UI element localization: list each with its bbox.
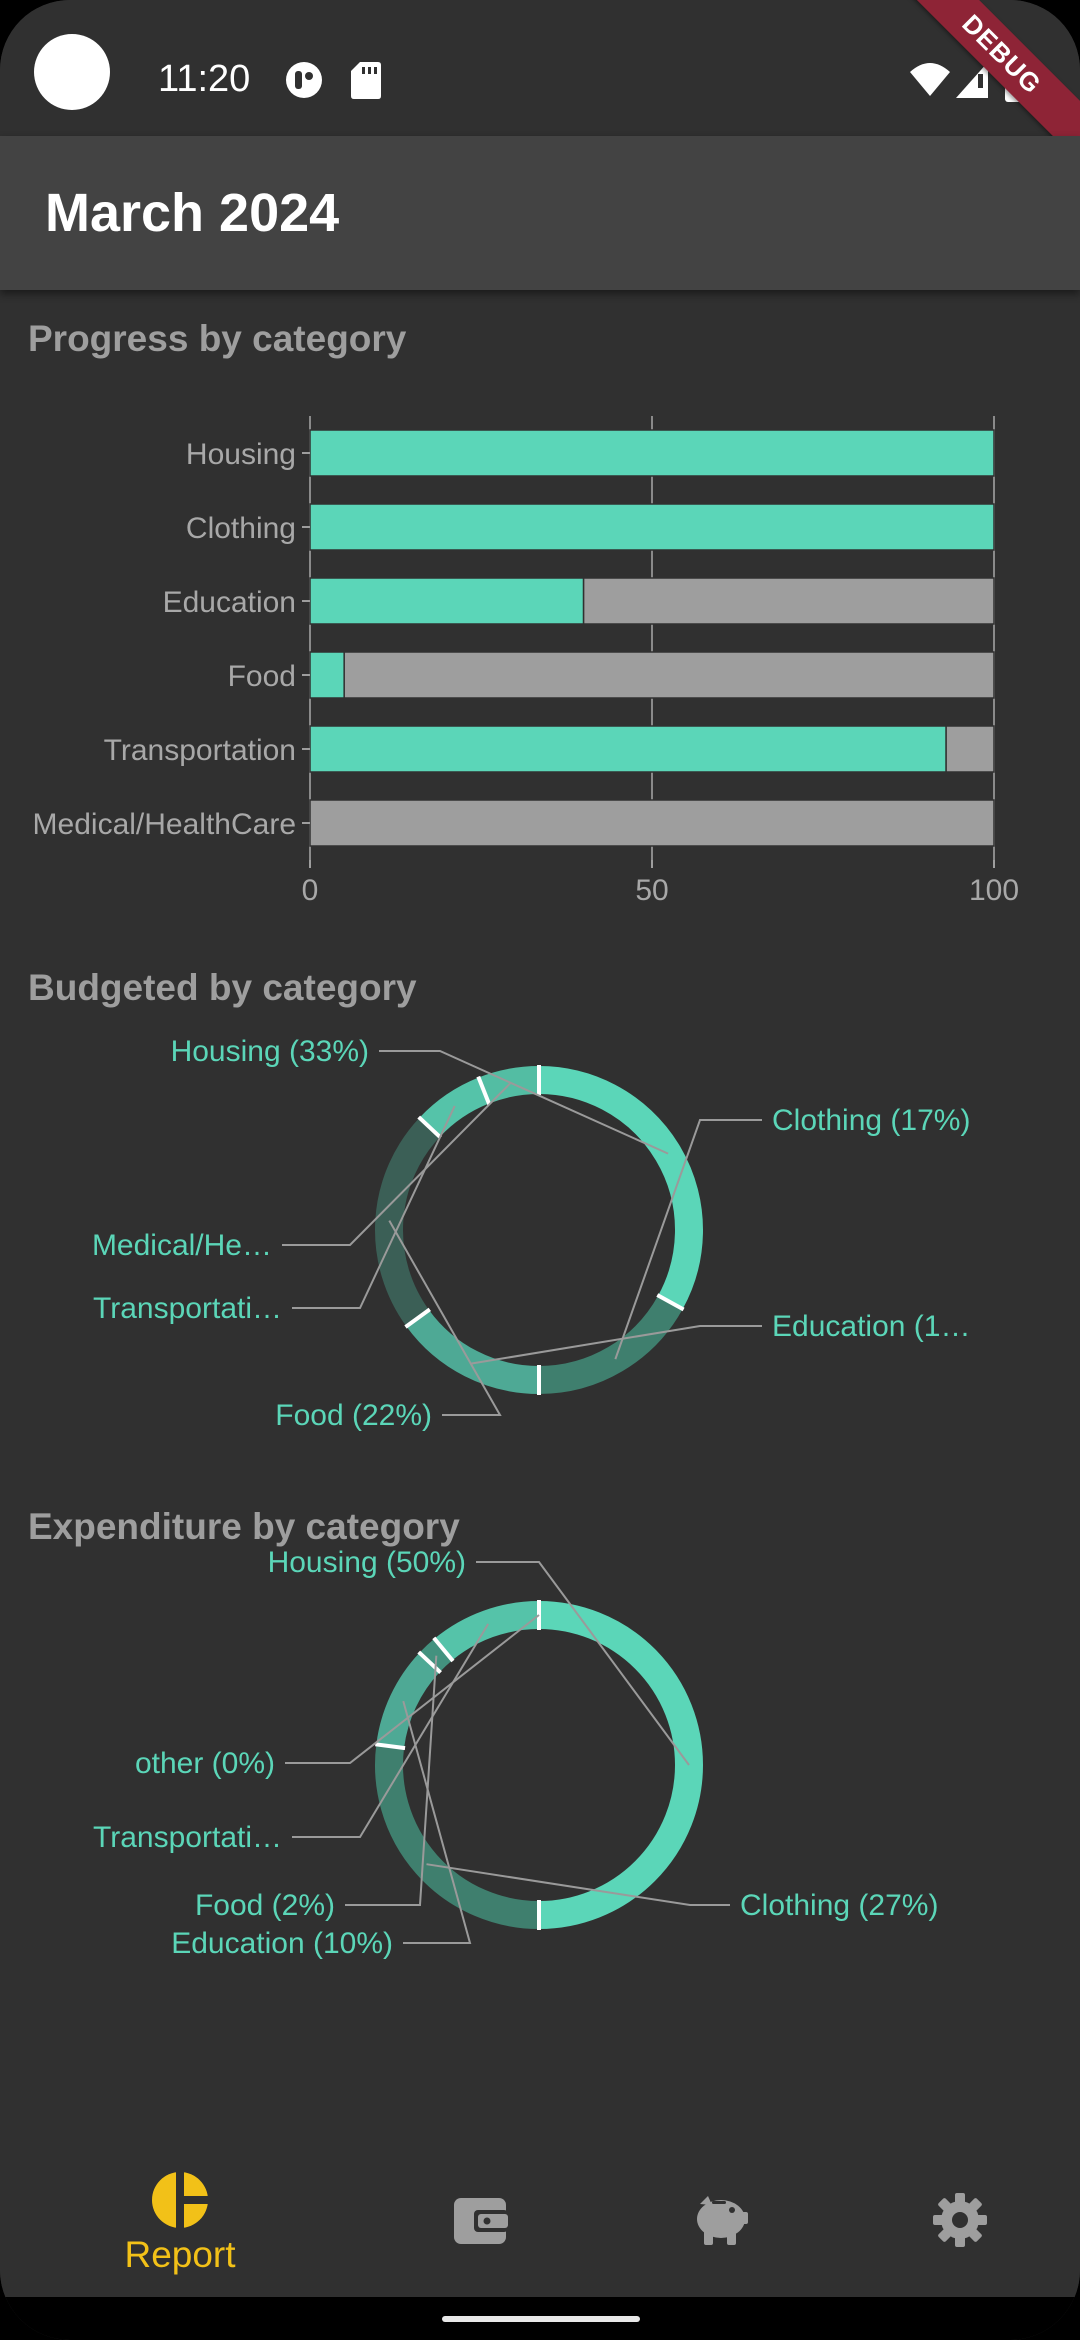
- progress-bar-chart: Housing Clothing Education Food Transportati…: [33, 416, 1019, 907]
- budget-section-title: Budgeted by category: [28, 967, 417, 1008]
- slice-label: Transportati…: [93, 1821, 282, 1854]
- leader-line: [470, 1325, 762, 1365]
- category-label: Housing: [186, 438, 296, 471]
- leader-line: [292, 1105, 456, 1309]
- expenditure-section-title: Expenditure by category: [28, 1506, 460, 1547]
- donut-slice: [419, 1077, 490, 1138]
- progress-bar-spent: [309, 577, 585, 625]
- front-camera: [34, 34, 110, 110]
- progress-bar-remaining: [945, 725, 995, 773]
- donut-slice: [375, 1117, 441, 1327]
- bottom-navigation: Report: [0, 2142, 1080, 2297]
- slice-label: Food (22%): [275, 1399, 432, 1432]
- cellular-signal-icon: [956, 62, 988, 98]
- slice-label: Clothing (27%): [740, 1889, 938, 1922]
- slice-label: Clothing (17%): [772, 1104, 970, 1137]
- x-tick-label: 0: [302, 874, 319, 907]
- category-label: Medical/HealthCare: [33, 808, 296, 841]
- progress-bar-remaining: [309, 799, 995, 847]
- donut-slice: [538, 1295, 683, 1394]
- category-label: Food: [228, 660, 296, 693]
- donut-slice: [538, 1066, 703, 1309]
- progress-section-title: Progress by category: [28, 318, 407, 359]
- donut-slice: [375, 1744, 540, 1929]
- report-pie-icon: [152, 2172, 208, 2228]
- slice-separator: [432, 1636, 455, 1663]
- progress-bar-spent: [309, 429, 995, 477]
- expenditure-donut-chart: Housing (50%) Clothing (27%) Education (10…: [93, 1546, 938, 1960]
- leader-line: [388, 1220, 502, 1416]
- wifi-icon: [910, 63, 950, 96]
- leader-line: [282, 1081, 512, 1246]
- status-time: 11:20: [158, 58, 251, 100]
- app-notification-icon: [286, 62, 322, 98]
- nav-savings-tab[interactable]: [640, 2142, 800, 2297]
- nav-report-label: Report: [124, 2234, 236, 2275]
- wallet-icon: [454, 2198, 508, 2244]
- nav-wallet-tab[interactable]: [400, 2142, 560, 2297]
- page-title: March 2024: [45, 183, 340, 243]
- slice-label: Transportati…: [93, 1292, 282, 1325]
- slice-label: other (0%): [135, 1747, 275, 1780]
- progress-bar-spent: [309, 725, 947, 773]
- nav-report-tab[interactable]: Report: [90, 2142, 270, 2297]
- piggy-bank-icon: [697, 2196, 748, 2245]
- leader-line: [402, 1700, 472, 1944]
- category-label: Education: [163, 586, 296, 619]
- budget-donut-chart: Housing (33%) Clothing (17%) Education (1……: [92, 1035, 971, 1432]
- leader-line: [614, 1119, 762, 1360]
- sd-card-icon: [351, 62, 381, 99]
- slice-separator: [656, 1293, 685, 1312]
- status-bar: 11:20 DEBUG: [0, 0, 1080, 169]
- x-tick-label: 50: [635, 874, 668, 907]
- progress-bar-spent: [309, 651, 345, 699]
- slice-label: Education (10%): [171, 1927, 393, 1960]
- leader-line: [476, 1561, 690, 1766]
- slice-separator: [417, 1650, 442, 1675]
- donut-slice: [538, 1601, 703, 1929]
- slice-label: Medical/He…: [92, 1229, 272, 1262]
- category-label: Clothing: [186, 512, 296, 545]
- nav-settings-tab[interactable]: [880, 2142, 1040, 2297]
- home-indicator[interactable]: [442, 2316, 640, 2322]
- progress-bar-spent: [309, 503, 995, 551]
- donut-slice: [406, 1309, 540, 1394]
- leader-line: [292, 1623, 490, 1838]
- donut-slice: [434, 1601, 540, 1661]
- slice-separator: [476, 1075, 492, 1106]
- gear-icon: [933, 2193, 987, 2247]
- leader-line: [345, 1655, 438, 1906]
- slice-label: Housing (33%): [171, 1035, 369, 1068]
- progress-bar-remaining: [582, 577, 995, 625]
- slice-label: Food (2%): [195, 1889, 335, 1922]
- app-bar: March 2024: [0, 136, 1080, 290]
- donut-slice: [478, 1066, 540, 1104]
- slice-label: Education (1…: [772, 1310, 970, 1343]
- slice-separator: [404, 1307, 431, 1329]
- slice-separator: [375, 1742, 406, 1751]
- leader-line: [426, 1863, 730, 1906]
- leader-line: [285, 1614, 540, 1764]
- leader-line: [379, 1050, 669, 1155]
- slice-label: Housing (50%): [268, 1546, 466, 1579]
- progress-bar-remaining: [343, 651, 995, 699]
- slice-separator: [417, 1115, 442, 1140]
- x-tick-label: 100: [969, 874, 1019, 907]
- category-label: Transportation: [104, 734, 296, 767]
